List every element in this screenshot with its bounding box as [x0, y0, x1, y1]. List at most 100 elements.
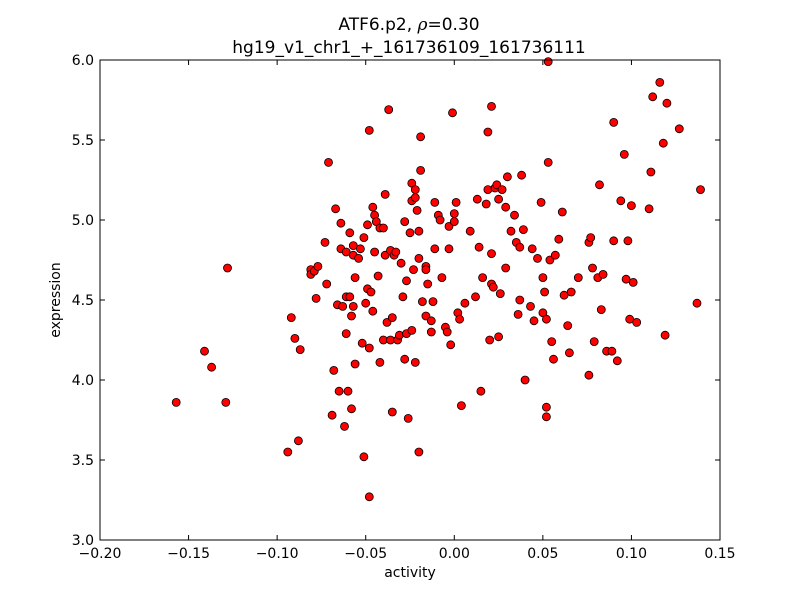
scatter-point: [396, 258, 406, 268]
scatter-point: [345, 228, 355, 238]
scatter-point: [660, 330, 670, 340]
scatter-point: [483, 127, 493, 137]
scatter-point: [327, 410, 337, 420]
scatter-point: [290, 333, 300, 343]
scatter-point: [510, 210, 519, 220]
scatter-point: [446, 340, 456, 350]
scatter-point: [340, 421, 349, 431]
x-tick-label: −0.05: [344, 546, 387, 562]
scatter-point: [674, 124, 684, 134]
x-tick-label: 0.10: [616, 546, 647, 562]
scatter-point: [364, 492, 374, 502]
scatter-point: [527, 244, 537, 254]
scatter-point: [584, 370, 594, 380]
x-tick-label: 0.05: [527, 546, 558, 562]
scatter-point: [529, 316, 539, 326]
scatter-point: [428, 297, 438, 307]
data-points: [171, 57, 705, 502]
scatter-point: [696, 185, 705, 195]
scatter-point: [494, 332, 504, 342]
scatter-point: [449, 217, 459, 227]
scatter-point: [414, 253, 424, 263]
plot-frame: [99, 59, 721, 541]
scatter-point: [223, 263, 232, 273]
scatter-point: [414, 226, 424, 236]
scatter-point: [543, 57, 553, 66]
scatter-point: [286, 313, 296, 323]
scatter-point: [387, 407, 397, 417]
scatter-point: [465, 226, 475, 236]
scatter-point: [417, 297, 427, 307]
scatter-point: [421, 265, 431, 275]
scatter-point: [543, 157, 553, 167]
scatter-point: [363, 220, 372, 230]
title-rho-symbol: ρ: [417, 15, 428, 35]
scatter-point: [207, 362, 217, 372]
scatter-point: [171, 397, 181, 407]
scatter-point: [347, 404, 356, 414]
scatter-point: [451, 197, 461, 207]
x-tick-label: −0.10: [256, 546, 299, 562]
scatter-point: [616, 196, 626, 206]
scatter-point: [366, 287, 376, 297]
scatter-point: [566, 287, 576, 297]
scatter-point: [559, 290, 569, 300]
y-tick-label: 3.5: [72, 453, 94, 469]
scatter-point: [354, 253, 364, 263]
scatter-point: [515, 295, 525, 305]
scatter-point: [565, 348, 574, 358]
scatter-point: [494, 194, 504, 204]
scatter-point: [295, 345, 305, 355]
scatter-point: [472, 194, 482, 204]
scatter-point: [435, 215, 445, 225]
scatter-point: [384, 105, 394, 114]
scatter-point: [485, 335, 495, 345]
scatter-point: [334, 386, 344, 396]
scatter-point: [331, 204, 341, 214]
scatter-point: [607, 346, 617, 356]
scatter-point: [517, 170, 526, 180]
scatter-point: [589, 337, 599, 347]
scatter-point: [692, 298, 702, 308]
scatter-point: [416, 132, 426, 142]
scatter-point: [437, 273, 447, 283]
scatter-point: [612, 356, 622, 366]
scatter-point: [338, 301, 348, 311]
scatter-point: [391, 247, 401, 257]
chart-title-line2: hg19_v1_chr1_+_161736109_161736111: [232, 38, 585, 58]
scatter-point: [359, 452, 369, 462]
scatter-point: [449, 209, 459, 219]
scatter-point: [400, 354, 410, 364]
scatter-point: [623, 236, 633, 246]
scatter-point: [488, 282, 498, 292]
scatter-point: [545, 255, 555, 265]
scatter-point: [513, 309, 523, 319]
scatter-point: [662, 98, 672, 108]
scatter-point: [557, 207, 567, 217]
scatter-point: [448, 108, 457, 118]
scatter-point: [380, 189, 390, 199]
scatter-point: [400, 217, 410, 227]
scatter-point: [370, 247, 380, 257]
scatter-point: [410, 185, 420, 195]
scatter-point: [483, 185, 493, 195]
scatter-point: [646, 167, 656, 177]
scatter-point: [542, 412, 551, 422]
scatter-point: [542, 402, 551, 412]
scatter-point: [355, 244, 365, 254]
scatter-point: [632, 317, 642, 327]
y-tick-label: 5.0: [72, 213, 94, 229]
scatter-point: [410, 193, 420, 203]
scatter-point: [350, 359, 360, 369]
scatter-point: [311, 293, 321, 303]
scatter-point: [471, 292, 480, 302]
x-tick-label: 0.15: [704, 546, 735, 562]
scatter-point: [588, 263, 597, 273]
scatter-point: [519, 225, 528, 235]
scatter-point: [430, 197, 440, 207]
scatter-point: [487, 249, 496, 259]
scatter-point: [410, 357, 420, 367]
scatter-point: [221, 397, 231, 407]
y-tick-label: 6.0: [72, 53, 94, 69]
